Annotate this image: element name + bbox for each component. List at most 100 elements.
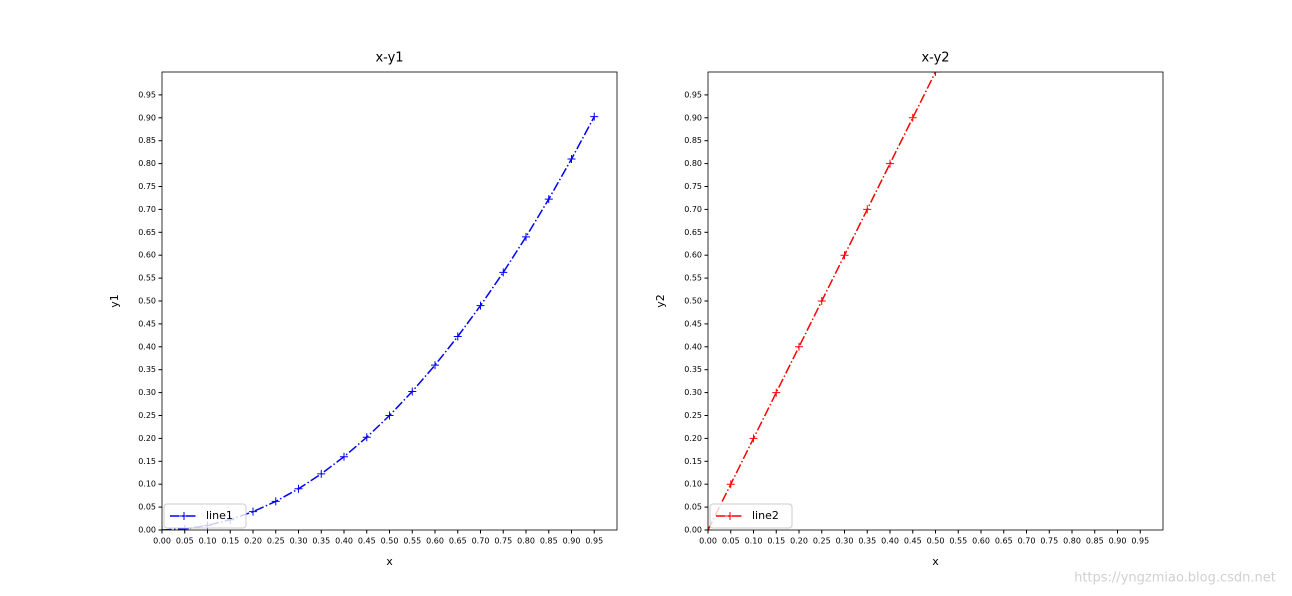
point-marker — [817, 297, 826, 305]
x-tick-label: 0.25 — [267, 537, 285, 546]
x-tick-label: 0.00 — [153, 537, 171, 546]
series — [162, 112, 599, 530]
y-tick-label: 0.25 — [684, 411, 702, 420]
x-tick-label: 0.75 — [494, 537, 512, 546]
legend-label: line1 — [206, 509, 233, 522]
x-tick-label: 0.80 — [517, 537, 535, 546]
y-tick-label: 0.05 — [138, 503, 156, 512]
point-marker — [249, 507, 257, 516]
x-tick-label: 0.35 — [312, 537, 330, 546]
point-marker — [726, 480, 735, 489]
point-marker — [863, 205, 872, 214]
y-tick-label: 0.70 — [138, 205, 156, 214]
x-tick-label: 0.55 — [403, 537, 421, 546]
point-marker — [590, 112, 599, 121]
point-marker — [499, 268, 508, 277]
x-tick-label: 0.50 — [381, 537, 399, 546]
x-tick-label: 0.85 — [1086, 537, 1104, 546]
x-tick-label: 0.15 — [221, 537, 239, 546]
x-tick-label: 0.50 — [927, 537, 945, 546]
point-marker — [362, 433, 371, 442]
point-marker — [567, 155, 576, 164]
x-tick-label: 0.55 — [949, 537, 967, 546]
x-tick-label: 0.60 — [426, 537, 444, 546]
y-tick-label: 0.85 — [138, 136, 156, 145]
y-tick-label: 0.65 — [138, 228, 156, 237]
x-tick-label: 0.75 — [1040, 537, 1058, 546]
y-tick-label: 0.50 — [684, 297, 702, 306]
x-tick-label: 0.60 — [972, 537, 990, 546]
x-tick-label: 0.25 — [813, 537, 831, 546]
watermark: https://yngzmiao.blog.csdn.net — [1074, 571, 1276, 586]
y-tick-label: 0.75 — [684, 182, 702, 191]
point-marker — [317, 469, 326, 478]
y-axis-label: y2 — [654, 294, 667, 308]
series-line — [708, 72, 937, 530]
x-tick-label: 0.05 — [722, 537, 740, 546]
y-tick-label: 0.60 — [684, 251, 702, 260]
x-tick-label: 0.95 — [1131, 537, 1149, 546]
y-tick-label: 0.35 — [138, 365, 156, 374]
y-tick-label: 0.75 — [138, 182, 156, 191]
y-tick-label: 0.25 — [138, 411, 156, 420]
y-tick-label: 0.45 — [138, 319, 156, 328]
point-marker — [544, 195, 553, 204]
x-tick-label: 0.40 — [881, 537, 899, 546]
y-tick-label: 0.80 — [684, 159, 702, 168]
point-marker — [271, 497, 280, 506]
point-marker — [749, 434, 758, 443]
legend-box — [163, 503, 247, 529]
y-tick-label: 0.30 — [138, 388, 156, 397]
axes-frame — [161, 71, 618, 531]
y-tick-label: 0.60 — [138, 251, 156, 260]
x-tick-label: 0.10 — [199, 537, 217, 546]
point-marker — [476, 301, 485, 310]
y-axis-label: y1 — [108, 294, 121, 308]
y-tick-label: 0.55 — [684, 274, 702, 283]
y-tick-label: 0.00 — [138, 526, 156, 535]
x-tick-label: 0.35 — [858, 537, 876, 546]
point-marker — [795, 342, 803, 351]
point-marker — [408, 387, 417, 396]
point-marker — [453, 332, 462, 341]
x-tick-label: 0.95 — [585, 537, 603, 546]
axes-frame — [707, 71, 1164, 531]
x-tick-label: 0.30 — [836, 537, 854, 546]
point-marker — [385, 411, 394, 420]
x-tick-label: 0.40 — [335, 537, 353, 546]
y-tick-label: 0.55 — [138, 274, 156, 283]
y-tick-label: 0.90 — [684, 113, 702, 122]
point-marker — [522, 232, 530, 241]
legend-box — [709, 503, 793, 529]
x-tick-label: 0.85 — [540, 537, 558, 546]
y-tick-label: 0.80 — [138, 159, 156, 168]
point-marker — [772, 388, 781, 397]
point-marker — [886, 159, 894, 168]
x-tick-label: 0.15 — [767, 537, 785, 546]
y-tick-label: 0.35 — [684, 365, 702, 374]
x-tick-label: 0.65 — [995, 537, 1013, 546]
y-tick-label: 0.50 — [138, 297, 156, 306]
y-tick-label: 0.10 — [684, 480, 702, 489]
legend-marker — [726, 512, 734, 520]
x-tick-label: 0.20 — [244, 537, 262, 546]
legend-label: line2 — [752, 509, 779, 522]
x-tick-label: 0.80 — [1063, 537, 1081, 546]
x-tick-label: 0.05 — [176, 537, 194, 546]
point-marker — [840, 251, 849, 260]
y-tick-label: 0.95 — [138, 90, 156, 99]
point-marker — [908, 113, 917, 122]
y-tick-label: 0.95 — [684, 90, 702, 99]
y-tick-label: 0.45 — [684, 319, 702, 328]
chart-title: x-y2 — [921, 51, 949, 66]
chart-title: x-y1 — [375, 51, 403, 66]
point-marker — [954, 22, 962, 30]
x-tick-label: 0.45 — [904, 537, 922, 546]
y-tick-label: 0.15 — [684, 457, 702, 466]
x-tick-label: 0.10 — [745, 537, 763, 546]
y-tick-label: 0.90 — [138, 113, 156, 122]
y-tick-label: 0.20 — [684, 434, 702, 443]
y-tick-label: 0.85 — [684, 136, 702, 145]
y-tick-label: 0.30 — [684, 388, 702, 397]
point-marker — [931, 72, 940, 76]
